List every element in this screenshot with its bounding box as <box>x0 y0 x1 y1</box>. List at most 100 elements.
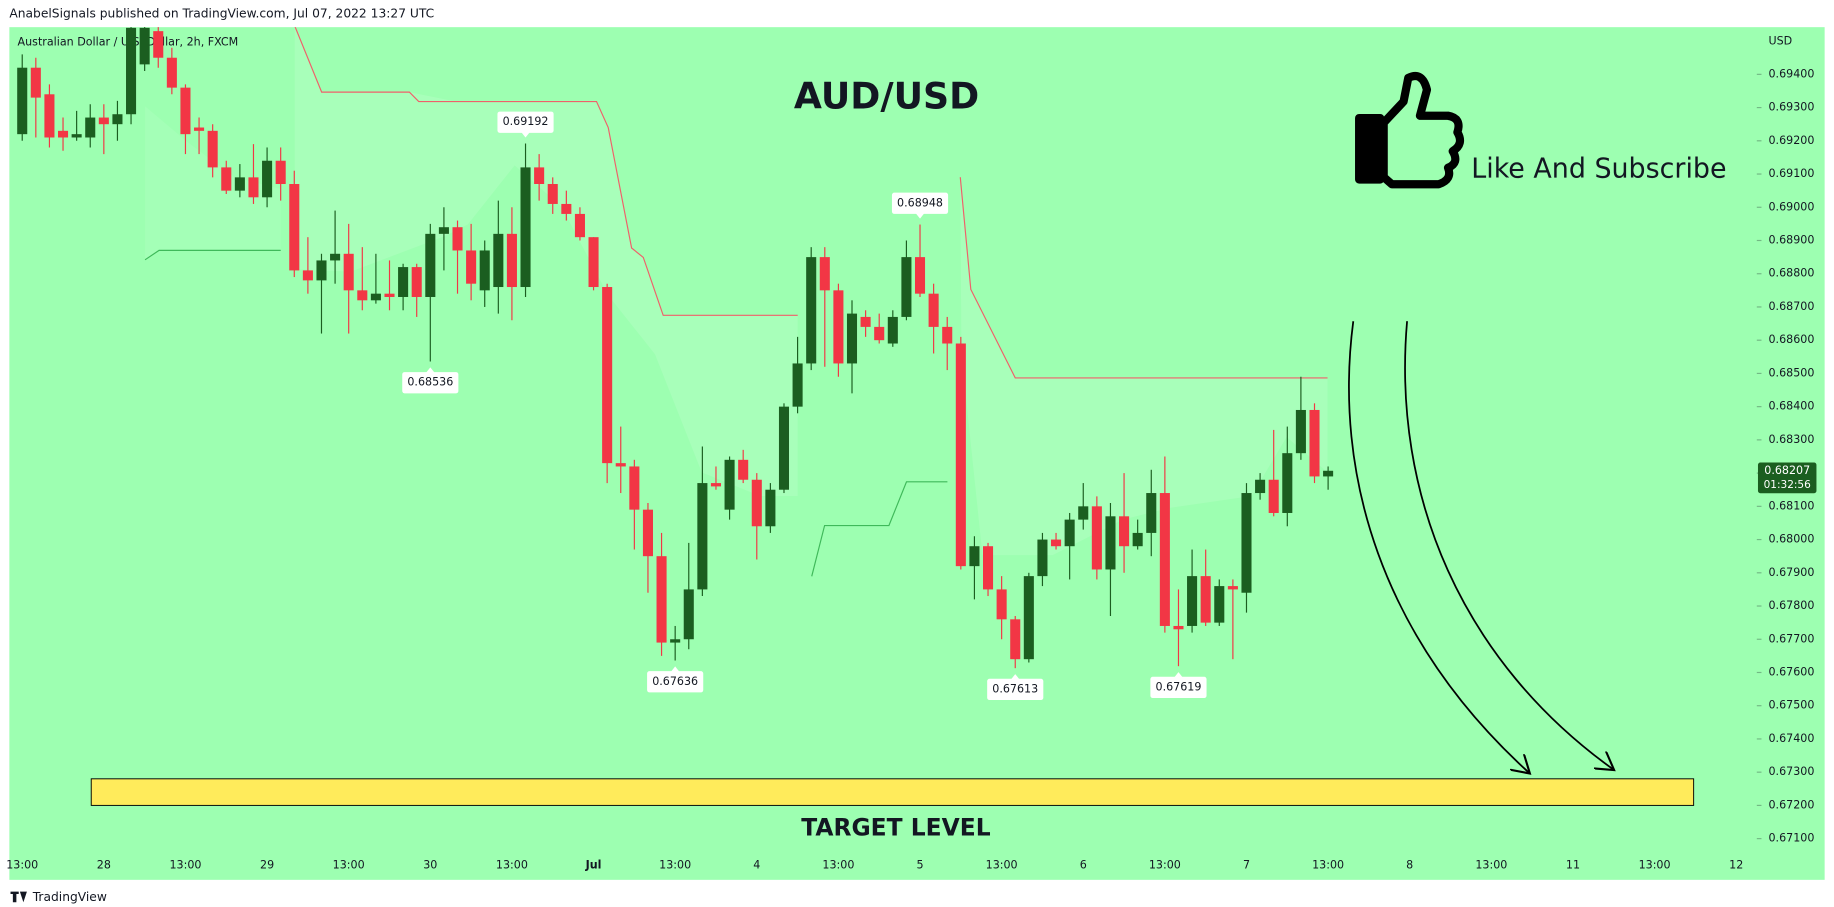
candle-body <box>1091 506 1102 570</box>
candle-body <box>1159 493 1170 626</box>
x-tick-label: 4 <box>753 859 760 872</box>
candle-body <box>738 459 749 480</box>
candle-body <box>1023 576 1034 660</box>
candle-body <box>642 509 653 557</box>
candle-body <box>1037 539 1048 577</box>
candle-body <box>792 363 803 407</box>
x-tick-label: 13:00 <box>986 859 1018 872</box>
annotation: 0.67636 <box>652 675 698 688</box>
candle-body <box>1214 586 1225 623</box>
annotation-box <box>497 111 554 133</box>
candle-body <box>751 479 762 527</box>
candle-body <box>411 267 422 297</box>
candle-body <box>724 459 735 510</box>
candle-body <box>139 27 150 65</box>
candle-body <box>207 130 218 168</box>
candle-body <box>1268 479 1279 513</box>
candle-body <box>520 167 531 288</box>
y-tick-label: 0.67300 <box>1769 765 1815 778</box>
y-tick-label: 0.67900 <box>1769 566 1815 579</box>
candle-body <box>710 483 722 487</box>
y-tick-label: 0.67100 <box>1769 832 1815 845</box>
y-tick-label: 0.69100 <box>1769 167 1815 180</box>
candle-body <box>58 130 69 138</box>
candle-body <box>1119 516 1130 547</box>
candle-body <box>806 257 817 364</box>
x-tick-label: 5 <box>916 859 923 872</box>
annotation-pointer <box>915 212 925 219</box>
candle-body <box>969 546 980 567</box>
x-tick-label: 6 <box>1080 859 1087 872</box>
thumbs-up-icon <box>1355 71 1465 189</box>
y-tick-label: 0.68100 <box>1769 499 1815 512</box>
candle-body <box>357 290 368 301</box>
candle-body <box>234 177 245 191</box>
candle-body <box>126 27 137 115</box>
annotation-box <box>1150 676 1207 699</box>
x-tick-label: 13:00 <box>1312 859 1344 872</box>
arrow <box>1404 321 1614 770</box>
candle-body <box>574 213 585 238</box>
x-tick-label: 29 <box>260 859 274 872</box>
candle-body <box>1146 493 1157 533</box>
y-tick-label: 0.67400 <box>1769 732 1815 745</box>
candle-body <box>71 134 82 138</box>
candle-body <box>1010 619 1021 660</box>
last-price-label: 0.68207 <box>1764 464 1810 477</box>
x-tick-label: 28 <box>97 859 111 872</box>
candle-body <box>588 237 599 288</box>
annotation: 0.69192 <box>503 115 549 128</box>
candle-body <box>85 117 96 138</box>
candle-body <box>1051 539 1062 547</box>
candle-body <box>1132 532 1143 547</box>
candle-body <box>846 313 858 364</box>
candle-body <box>1227 586 1238 590</box>
annotation: 0.67613 <box>992 682 1038 695</box>
candle-body <box>425 233 436 297</box>
annotation-pointer <box>425 367 435 374</box>
candle-body <box>166 57 177 88</box>
candles <box>17 27 1334 669</box>
x-tick-label: 12 <box>1729 859 1743 872</box>
y-tick-label: 0.69000 <box>1769 200 1815 213</box>
x-tick-label: 13:00 <box>659 859 691 872</box>
currency: USD <box>1769 34 1793 47</box>
candle-body <box>670 639 681 643</box>
y-tick-label: 0.69300 <box>1769 101 1815 114</box>
arrow <box>1348 321 1530 773</box>
candle-body <box>275 160 286 185</box>
x-tick-label: 13:00 <box>6 859 38 872</box>
candle-body <box>493 233 504 288</box>
candle-body <box>942 326 953 344</box>
candle-body <box>370 293 381 301</box>
candle-body <box>466 250 477 284</box>
y-tick-label: 0.68800 <box>1769 267 1815 280</box>
candle-body <box>262 160 273 198</box>
candle-body <box>778 406 790 490</box>
y-tick-label: 0.67700 <box>1769 632 1815 645</box>
x-tick-label: 30 <box>423 859 437 872</box>
candle-body <box>302 270 313 281</box>
candle-body <box>452 227 463 251</box>
target-label: TARGET LEVEL <box>801 813 990 841</box>
y-tick-label: 0.67600 <box>1769 665 1815 678</box>
x-tick-label: 13:00 <box>333 859 365 872</box>
candle-body <box>656 556 667 643</box>
x-tick-label: 13:00 <box>822 859 854 872</box>
chart-title: AUD/USD <box>794 74 979 117</box>
candle-body <box>561 203 572 214</box>
y-tick-label: 0.68300 <box>1769 433 1815 446</box>
candle-body <box>1105 516 1116 570</box>
candle-body <box>330 253 341 261</box>
candle-body <box>479 250 490 291</box>
annotation-box <box>402 372 459 394</box>
y-tick-label: 0.67800 <box>1769 599 1815 612</box>
y-tick-label: 0.68500 <box>1769 366 1815 379</box>
candle-body <box>44 94 55 138</box>
y-tick-label: 0.69400 <box>1769 67 1815 80</box>
candle-body <box>914 257 926 294</box>
footer: TradingView <box>32 890 107 904</box>
candle-body <box>1282 453 1293 513</box>
candle-body <box>316 260 327 281</box>
candle-body <box>1173 625 1184 630</box>
